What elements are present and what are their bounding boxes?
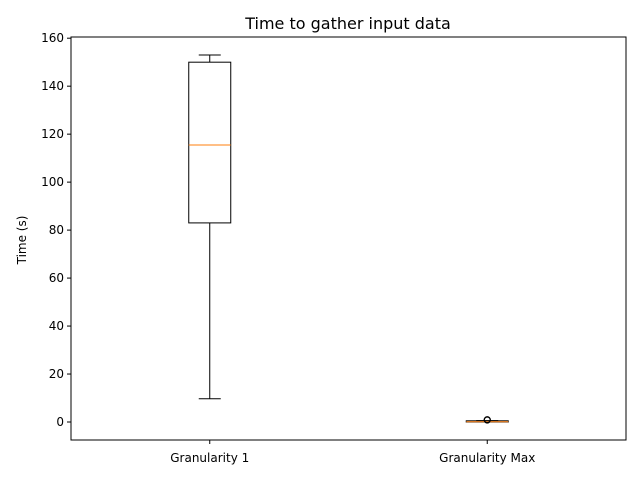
y-tick-label: 60	[49, 271, 64, 285]
y-tick-label: 140	[41, 79, 64, 93]
y-tick-label: 20	[49, 367, 64, 381]
y-tick-label: 160	[41, 31, 64, 45]
plot-frame	[70, 36, 627, 441]
chart-title: Time to gather input data	[244, 14, 451, 33]
x-tick-label: Granularity Max	[439, 451, 535, 465]
x-tick-label: Granularity 1	[170, 451, 249, 465]
box-iqr	[188, 61, 232, 224]
plot-area: 0 20 40 60 80 100 120 140 160 Granularity 1 Granul…	[41, 31, 535, 465]
y-tick-label: 120	[41, 127, 64, 141]
y-tick-label: 80	[49, 223, 64, 237]
y-axis-label: Time (s)	[15, 216, 29, 266]
outlier-point	[483, 416, 491, 424]
y-tick-label: 0	[56, 415, 64, 429]
y-tick-label: 40	[49, 319, 64, 333]
y-tick-label: 100	[41, 175, 64, 189]
